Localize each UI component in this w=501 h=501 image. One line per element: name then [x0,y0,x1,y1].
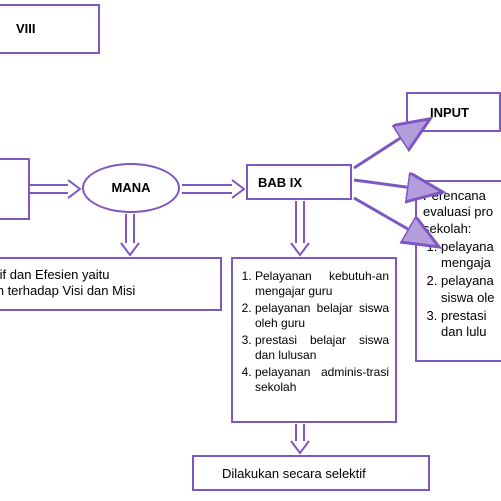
box-right: Perencana evaluasi pro sekolah: pelayana… [415,180,501,362]
box-viii: VIII [0,4,100,54]
box-input: INPUT [406,92,501,132]
box-list: Pelayanan kebutuh-an mengajar guru pelay… [231,257,397,423]
right-sub2: sekolah: [423,221,499,237]
list-item: Pelayanan kebutuh-an mengajar guru [255,269,389,299]
box-left-mid: EN M [0,158,30,220]
right-sub1: evaluasi pro [423,204,499,220]
label-input: INPUT [430,105,469,120]
label-mana: MANA [112,180,151,196]
list-item: pelayanan adminis-trasi sekolah [255,365,389,395]
box-bab-ix: BAB IX [246,164,352,200]
list-item: prestasi dan lulu [441,308,499,341]
list-item: prestasi belajar siswa dan lulusan [255,333,389,363]
efektif-line1: Efektif dan Efesien yaitu [0,267,220,283]
list-item: pelayanan belajar siswa oleh guru [255,301,389,331]
list-item: pelayana mengaja [441,239,499,272]
service-list: Pelayanan kebutuh-an mengajar guru pelay… [237,269,389,395]
right-list: pelayana mengaja pelayana siswa ole pres… [423,239,499,341]
label-viii: VIII [16,21,36,36]
box-bottom: Dilakukan secara selektif [192,455,430,491]
list-item: pelayana siswa ole [441,273,499,306]
label-bab-ix: BAB IX [258,175,302,190]
box-efektif: Efektif dan Efesien yaitu sisten terhada… [0,257,222,311]
ellipse-mana: MANA [82,163,180,213]
efektif-line2: sisten terhadap Visi dan Misi [0,283,220,299]
right-title: Perencana [423,188,499,204]
label-bottom: Dilakukan secara selektif [222,466,366,481]
